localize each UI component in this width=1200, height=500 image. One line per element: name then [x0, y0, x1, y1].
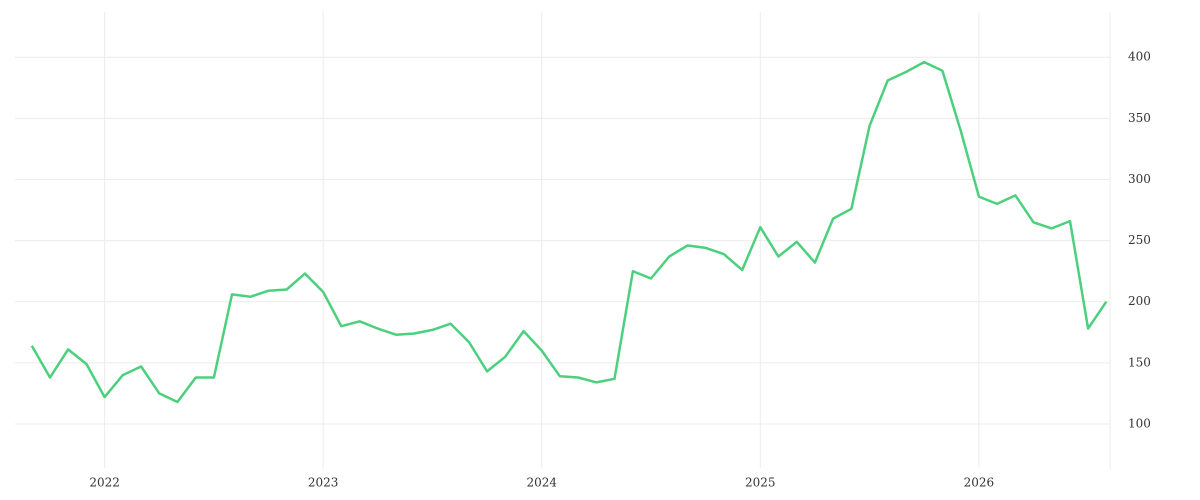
y-tick-label: 100 — [1128, 416, 1151, 430]
x-tick-label: 2024 — [526, 476, 557, 490]
x-tick-label: 2023 — [308, 476, 339, 490]
y-tick-label: 150 — [1128, 355, 1151, 369]
y-tick-label: 300 — [1128, 172, 1151, 186]
x-tick-label: 2026 — [964, 476, 995, 490]
y-tick-label: 350 — [1128, 111, 1151, 125]
x-tick-label: 2025 — [745, 476, 776, 490]
y-tick-label: 250 — [1128, 233, 1151, 247]
x-tick-label: 2022 — [89, 476, 120, 490]
y-tick-label: 200 — [1128, 294, 1151, 308]
line — [30, 60, 1108, 404]
y-tick-label: 400 — [1128, 50, 1151, 64]
